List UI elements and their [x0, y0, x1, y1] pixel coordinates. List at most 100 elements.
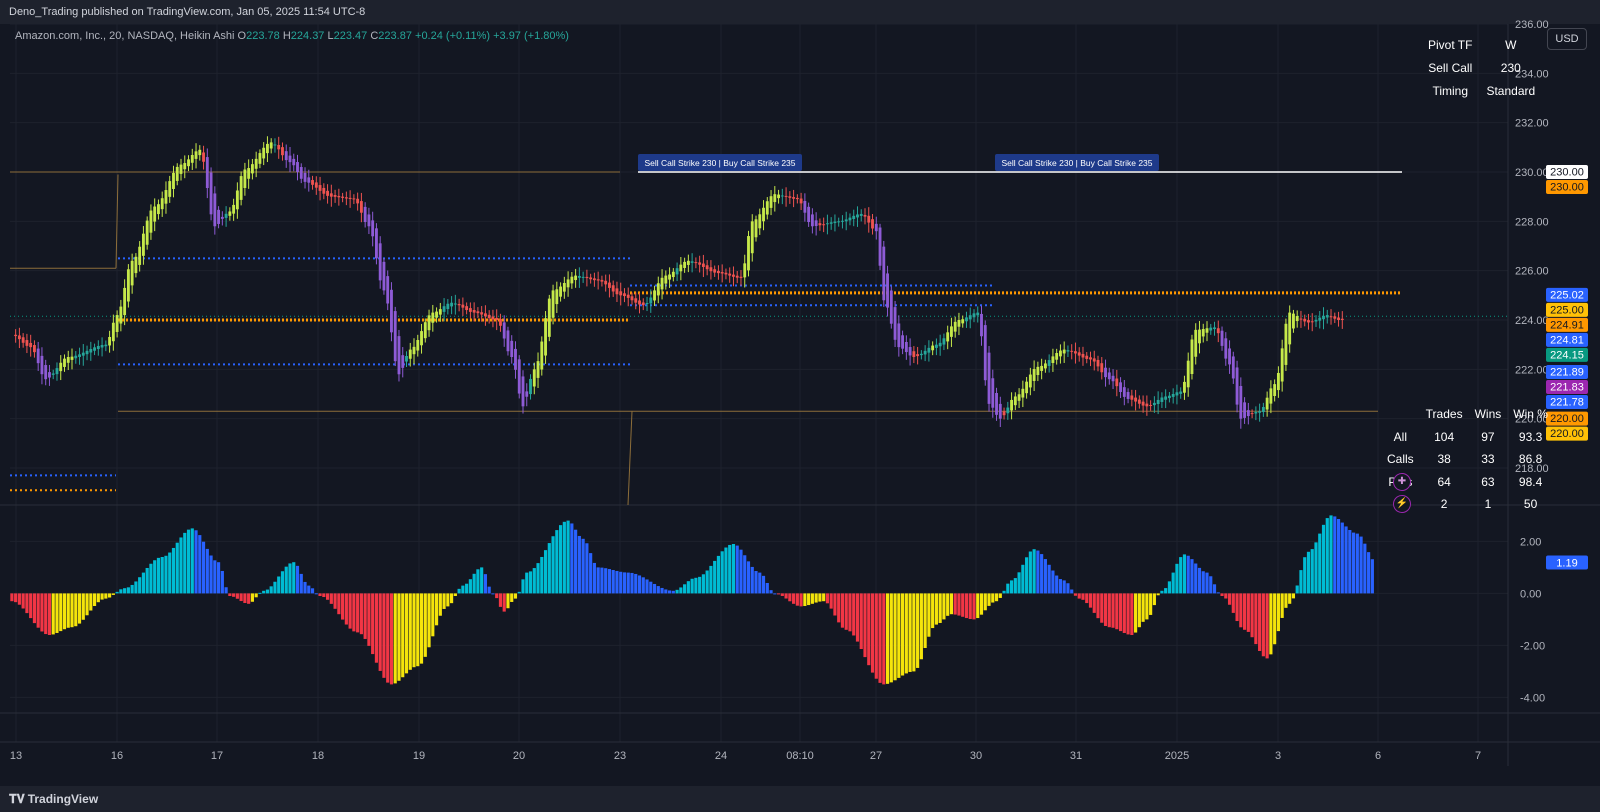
- candle-body: [1126, 392, 1130, 399]
- histogram-bar: [1359, 536, 1363, 594]
- histogram-bar: [822, 593, 826, 602]
- price-chart[interactable]: 218.00220.00222.00224.00226.00228.00230.…: [0, 0, 1600, 786]
- histogram-bar: [1103, 593, 1108, 626]
- histogram-bar: [998, 593, 1002, 598]
- histogram-bar: [863, 593, 867, 658]
- candle-body: [250, 164, 254, 174]
- histogram-bar: [1276, 593, 1280, 632]
- candle-body: [728, 273, 732, 276]
- histogram-bar: [1164, 588, 1168, 594]
- candle-body: [1325, 315, 1329, 318]
- histogram-bar: [434, 593, 439, 626]
- histogram-bar: [1333, 516, 1337, 594]
- candle-body: [1025, 381, 1029, 394]
- price-badge: [1546, 411, 1588, 426]
- histogram-bar: [1088, 593, 1093, 608]
- candle-body: [1280, 348, 1284, 382]
- histogram-bar: [957, 593, 961, 616]
- candle-body: [502, 322, 506, 339]
- time-axis[interactable]: 13 16 17 18 19 20 23 24 08:10 27 30 31 2025 3 6 7: [10, 750, 1481, 762]
- candle-body: [179, 164, 183, 174]
- candle-body: [303, 172, 307, 182]
- candle-body: [863, 214, 867, 217]
- candle-body: [89, 349, 93, 353]
- candle-body: [709, 267, 713, 272]
- candle-body: [1059, 350, 1062, 357]
- candle-body: [1194, 329, 1198, 357]
- currency-button[interactable]: USD: [1547, 28, 1587, 50]
- plus-icon[interactable]: ✚: [1393, 473, 1411, 491]
- histogram-bar: [1055, 575, 1059, 594]
- candle-body: [795, 197, 799, 200]
- candle-body: [717, 270, 720, 274]
- histogram-bar: [792, 593, 796, 604]
- histogram-bar: [171, 547, 176, 594]
- histogram-bar: [40, 593, 44, 632]
- price-badge: [1546, 395, 1588, 410]
- candle-body: [405, 355, 408, 362]
- candle-body: [1119, 382, 1122, 392]
- candle-body: [769, 196, 773, 208]
- histogram-bar: [453, 593, 457, 596]
- candle-body: [401, 355, 405, 368]
- histogram-bar: [840, 593, 845, 628]
- histogram-bar: [893, 593, 897, 681]
- candle-body: [1216, 328, 1220, 334]
- candle-body: [1228, 348, 1231, 365]
- table-cell: Timing: [1432, 83, 1469, 98]
- histogram-bar: [619, 571, 623, 594]
- histogram-bar: [551, 536, 555, 594]
- histogram-bar: [164, 555, 168, 594]
- candle-body: [416, 340, 420, 351]
- candle-body: [938, 342, 942, 347]
- histogram-bar: [341, 593, 345, 620]
- histogram-bar: [209, 555, 213, 594]
- histogram-bar: [1367, 552, 1371, 594]
- candle-body: [281, 147, 284, 156]
- price-badge-label: 220.00: [1550, 413, 1584, 425]
- symbol-legend[interactable]: Amazon.com, Inc., 20, NASDAQ, Heikin Ash…: [15, 30, 569, 42]
- candle-body: [720, 272, 724, 274]
- histogram-bar: [1291, 593, 1296, 599]
- histogram-bar: [735, 545, 739, 594]
- histogram-bar: [476, 569, 480, 594]
- candle-body: [641, 302, 645, 306]
- candle-body: [483, 313, 487, 317]
- candle-body: [562, 283, 566, 292]
- candle-body: [224, 213, 228, 218]
- candle-body: [803, 200, 807, 213]
- candle-body: [668, 274, 671, 280]
- candle-body: [96, 345, 100, 350]
- price-axis[interactable]: 218.00 220.00 222.00 224.00 226.00 228.00 230.…: [1515, 19, 1549, 704]
- candle-body: [585, 276, 589, 279]
- candle-body: [435, 311, 438, 318]
- candle-body: [995, 392, 998, 415]
- lightning-icon[interactable]: ⚡: [1393, 495, 1411, 513]
- candle-body: [874, 223, 878, 232]
- histogram-bar: [213, 560, 217, 594]
- candle-body: [296, 162, 299, 172]
- histogram-bar: [664, 589, 668, 594]
- candle-body: [318, 185, 322, 191]
- histogram-bar: [713, 560, 717, 594]
- candle-body: [713, 269, 717, 273]
- candle-body: [1104, 367, 1107, 378]
- histogram-bar: [513, 593, 518, 599]
- candle-body: [153, 206, 157, 222]
- histogram-bar: [1028, 551, 1032, 594]
- candle-body: [1085, 355, 1089, 359]
- histogram-bar: [1077, 593, 1081, 599]
- histogram-bar: [66, 593, 70, 628]
- candle-body: [78, 354, 81, 357]
- candle-body: [284, 151, 288, 161]
- price-badge-label: 221.83: [1550, 382, 1584, 394]
- histogram-bar: [694, 577, 698, 594]
- histogram-bar: [232, 593, 236, 597]
- tradingview-logo[interactable]: 𝐓𝐕 TradingView: [9, 792, 98, 807]
- histogram-bar: [1017, 572, 1021, 594]
- time-tick-label: 7: [1475, 750, 1481, 762]
- candle-body: [1145, 403, 1149, 407]
- candle-body: [1340, 318, 1344, 320]
- candle-body: [559, 286, 563, 297]
- histogram-bar: [743, 555, 747, 594]
